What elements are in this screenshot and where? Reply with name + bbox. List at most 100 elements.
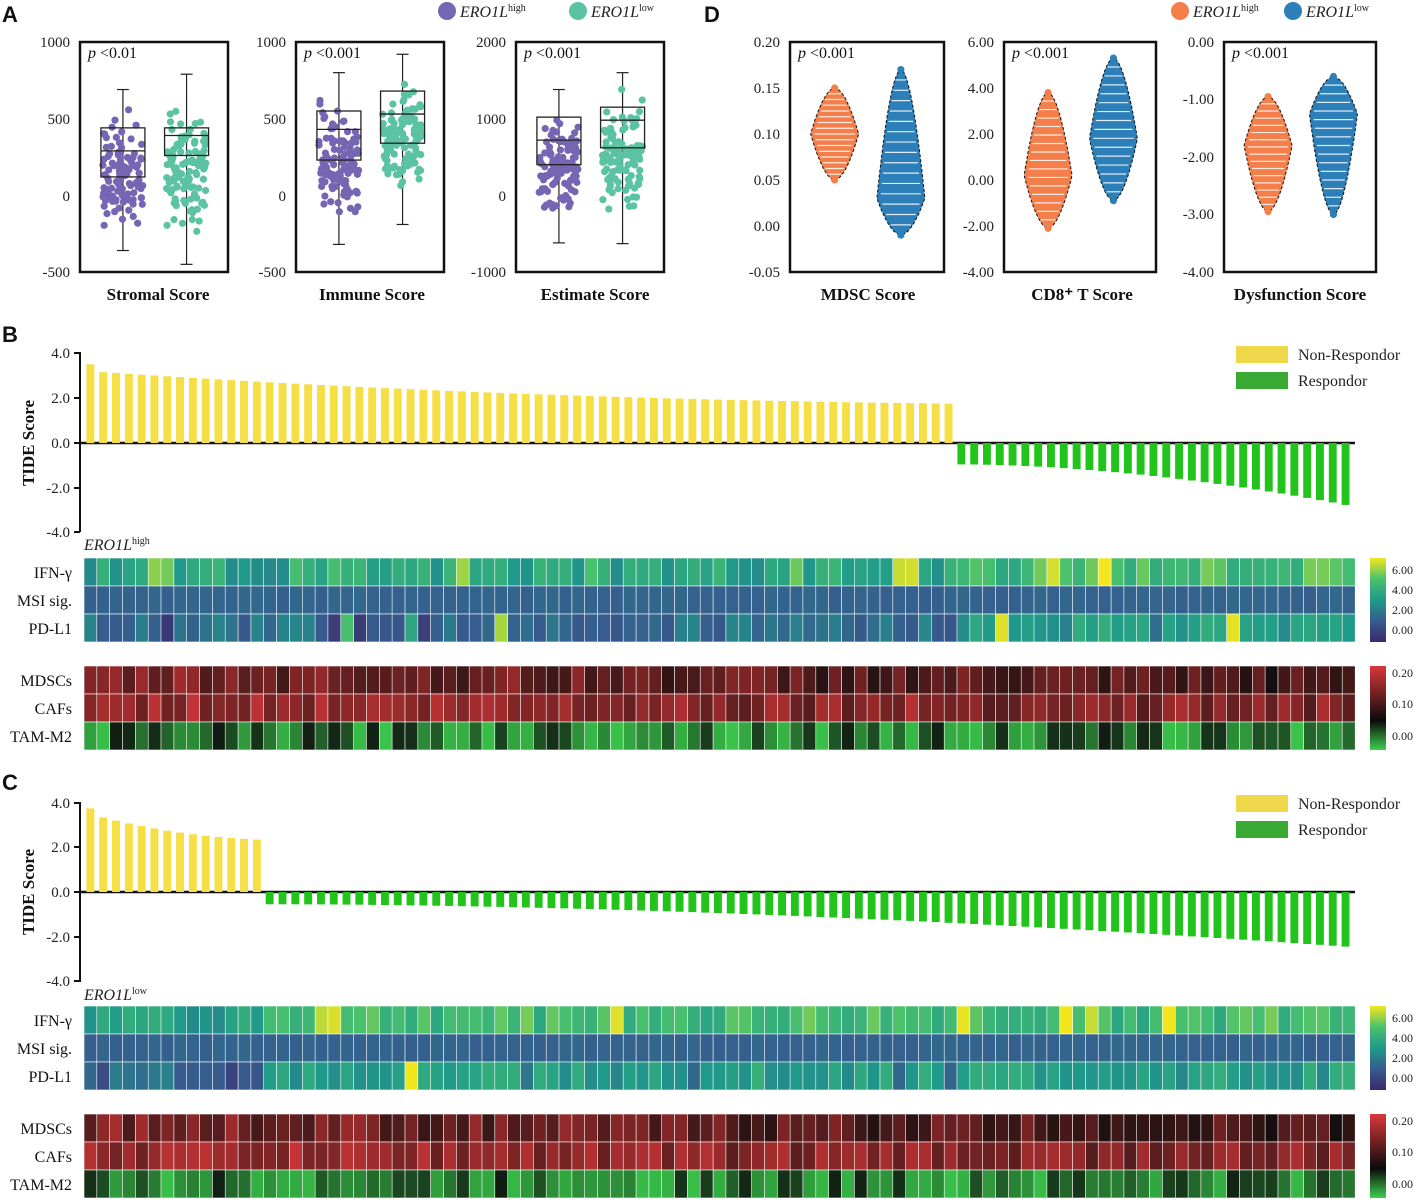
- data-point: [195, 217, 203, 225]
- heat-cell: [1264, 1169, 1279, 1199]
- data-point: [193, 170, 201, 179]
- heat-cell: [571, 693, 586, 723]
- heat-cell: [455, 665, 470, 695]
- heat-cell: [532, 1005, 547, 1035]
- heat-cell: [1277, 693, 1292, 723]
- heat-cell: [751, 1141, 765, 1171]
- heat-cell: [764, 1169, 778, 1199]
- heat-cell: [468, 693, 483, 723]
- heat-cell: [494, 693, 509, 723]
- heat-cell: [83, 1141, 98, 1171]
- heat-cell: [186, 693, 200, 723]
- heat-cell: [1149, 1061, 1163, 1091]
- heat-cell: [1020, 1061, 1035, 1091]
- heat-cell: [186, 721, 200, 751]
- heat-cell: [1213, 1005, 1228, 1035]
- heat-cell: [1085, 693, 1099, 723]
- heat-cell: [712, 665, 727, 695]
- heat-cell: [1136, 1005, 1150, 1035]
- box: [316, 110, 362, 161]
- heat-cell: [1341, 1141, 1356, 1171]
- data-point: [130, 189, 138, 197]
- tide-bar: [278, 892, 287, 905]
- data-point: [127, 181, 135, 190]
- heat-cell: [1123, 721, 1138, 751]
- heat-cell: [1252, 693, 1266, 723]
- data-point: [353, 188, 361, 196]
- heat-cell: [1097, 1005, 1112, 1035]
- heat-row-label: IFN-γ: [34, 1013, 72, 1030]
- heat-cell: [212, 1113, 226, 1143]
- heat-row-label: MDSCs: [20, 1121, 72, 1138]
- data-point: [542, 201, 550, 209]
- heat-cell: [353, 1033, 367, 1063]
- heat-cell: [391, 613, 406, 643]
- heat-cell: [1059, 1061, 1073, 1091]
- heat-cell: [610, 585, 624, 615]
- heat-cell: [391, 665, 406, 695]
- tide-bar: [931, 403, 940, 443]
- heat-cell: [584, 557, 599, 587]
- heat-cell: [789, 1033, 804, 1063]
- heat-cell: [892, 1169, 907, 1199]
- frame: [1222, 40, 1378, 274]
- heat-cell: [1239, 613, 1253, 643]
- tide-bar: [726, 399, 735, 443]
- heat-cell: [455, 1141, 470, 1171]
- heat-cell: [597, 1169, 611, 1199]
- heat-cell: [494, 613, 509, 643]
- heat-cell: [1200, 693, 1215, 723]
- tide-bar: [778, 401, 786, 443]
- heat-cell: [468, 721, 483, 751]
- data-point: [349, 163, 358, 171]
- heat-cell: [135, 1033, 149, 1063]
- heat-cell: [147, 1033, 162, 1063]
- heat-cell: [866, 1141, 881, 1171]
- tide-bar: [1008, 892, 1017, 926]
- heat-cell: [1200, 1113, 1215, 1143]
- heat-cell: [789, 1141, 804, 1171]
- heat-cell: [1097, 613, 1112, 643]
- heat-cell: [289, 1113, 303, 1143]
- heat-cell: [982, 557, 997, 587]
- heat-cell: [109, 693, 123, 723]
- data-point: [112, 133, 120, 141]
- heat-cell: [109, 1169, 123, 1199]
- data-point: [129, 200, 137, 208]
- heat-cell: [173, 1005, 188, 1035]
- tide-bar: [726, 892, 735, 914]
- heat-cell: [391, 557, 406, 587]
- legend-a-high-swatch: [438, 2, 456, 20]
- data-point: [622, 186, 630, 194]
- ytick: 1000: [256, 35, 286, 51]
- heat-cell: [1020, 1113, 1035, 1143]
- data-point: [107, 184, 116, 192]
- heat-cell: [532, 613, 547, 643]
- heat-cell: [263, 721, 278, 751]
- heat-cell: [995, 1141, 1009, 1171]
- data-point: [399, 130, 407, 138]
- heat-cell: [353, 1061, 367, 1091]
- heat-cell: [507, 1141, 522, 1171]
- heat-cell: [802, 1169, 817, 1199]
- heat-cell: [687, 1169, 701, 1199]
- tide-bar: [176, 832, 184, 892]
- data-point: [541, 124, 549, 133]
- heat-cell: [96, 1141, 111, 1171]
- heat-cell: [956, 613, 971, 643]
- tide-bar: [1328, 443, 1337, 503]
- heat-cell: [776, 585, 791, 615]
- heat-cell: [1329, 1061, 1343, 1091]
- heat-cell: [738, 1141, 753, 1171]
- heat-cell: [481, 585, 496, 615]
- tide-bar: [1290, 892, 1299, 944]
- heat-cell: [1085, 1141, 1099, 1171]
- data-point: [605, 205, 613, 213]
- heat-cell: [1252, 1061, 1266, 1091]
- heat-cell: [417, 585, 432, 615]
- tide-bar: [317, 892, 325, 905]
- heat-cell: [1341, 1005, 1356, 1035]
- data-point: [137, 154, 145, 162]
- heat-cell: [391, 1061, 406, 1091]
- data-point: [138, 200, 146, 208]
